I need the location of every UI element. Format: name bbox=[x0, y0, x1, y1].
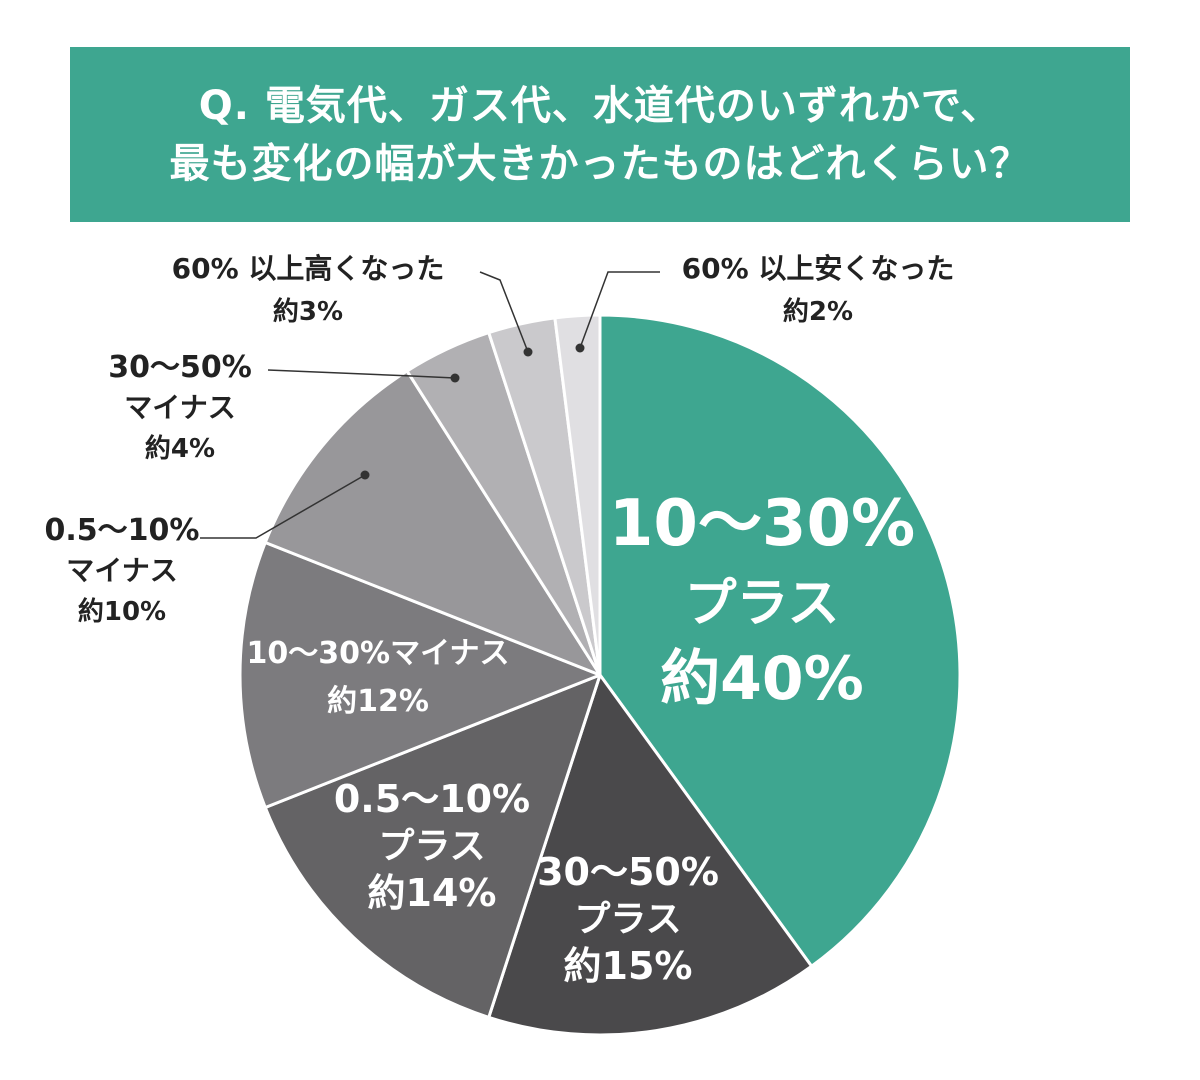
slice-label-2-line-1: 30～50% bbox=[537, 850, 719, 894]
slice-label-3-line-1: 0.5～10% bbox=[334, 777, 530, 821]
leader-line-7 bbox=[479, 271, 529, 353]
leader-line-8 bbox=[579, 271, 660, 349]
slice-label-2-line-2: プラス bbox=[574, 899, 681, 940]
leader-dot-8 bbox=[575, 343, 585, 353]
chart-title-line-2: 最も変化の幅が大きかったものはどれくらい？ bbox=[169, 140, 1031, 187]
slice-label-5-line-2: マイナス bbox=[66, 554, 177, 587]
pie-slice-3 bbox=[263, 673, 602, 1019]
chart-title-line-1: Q. 電気代、ガス代、水道代のいずれかで、 bbox=[198, 82, 1002, 129]
slice-label-6: 30～50% マイナス約4% bbox=[108, 350, 252, 464]
leader-dot-5 bbox=[360, 470, 370, 480]
slice-label-3-line-2: プラス bbox=[378, 826, 485, 867]
slice-label-6-line-1: 30～50% bbox=[108, 350, 252, 385]
slice-label-2-line-3: 約15% bbox=[564, 944, 693, 988]
leader-lines bbox=[200, 271, 660, 539]
pie-slice-4 bbox=[238, 540, 602, 810]
slice-label-8-line-2: 約2% bbox=[783, 296, 853, 327]
slice-label-1-line-1: 10～30% bbox=[609, 487, 915, 561]
slice-label-5-line-1: 0.5～10% bbox=[45, 513, 200, 548]
slice-label-1-line-3: 約40% bbox=[660, 644, 864, 714]
slice-label-1-line-2: プラス bbox=[685, 574, 840, 634]
slice-label-4-line-2: 約12% bbox=[327, 684, 429, 719]
slice-label-2: 30～50% プラス約15% bbox=[537, 850, 719, 988]
slice-labels: 10～30%プラス約40%30～50%プラス約15%0.5～10%プラス約14%… bbox=[45, 252, 955, 988]
pie-slices bbox=[238, 313, 962, 1037]
slice-label-5-line-3: 約10% bbox=[78, 596, 166, 627]
chart-title-box: Q. 電気代、ガス代、水道代のいずれかで、 最も変化の幅が大きかったものはどれく… bbox=[70, 47, 1130, 222]
slice-label-7-line-2: 約3% bbox=[273, 296, 343, 327]
pie-slice-1 bbox=[598, 313, 962, 968]
slice-label-7-line-1: 60% 以上高くなった bbox=[172, 252, 445, 285]
slice-label-3: 0.5～10% プラス約14% bbox=[334, 777, 530, 915]
slice-label-6-line-2: マイナス bbox=[124, 391, 235, 424]
pie-slice-5 bbox=[263, 369, 602, 677]
leader-dot-7 bbox=[523, 347, 533, 357]
leader-dot-6 bbox=[450, 373, 460, 383]
slice-label-3-line-3: 約14% bbox=[368, 871, 497, 915]
slice-label-1: 10～30% プラス約40% bbox=[609, 487, 915, 714]
slice-label-4: 10～30%マイナス約12% bbox=[247, 636, 510, 719]
slice-label-6-line-3: 約4% bbox=[145, 433, 215, 464]
slice-label-7: 60% 以上高くなった約3% bbox=[172, 252, 445, 327]
slice-label-4-line-1: 10～30%マイナス bbox=[247, 636, 510, 671]
pie-slice-2 bbox=[487, 673, 814, 1037]
slice-label-8: 60% 以上安くなった約2% bbox=[682, 252, 955, 327]
slice-label-5: 0.5～10% マイナス約10% bbox=[45, 513, 200, 627]
pie-slice-8 bbox=[553, 313, 602, 677]
leader-line-5 bbox=[200, 474, 366, 539]
leader-line-6 bbox=[267, 369, 456, 379]
slice-label-8-line-1: 60% 以上安くなった bbox=[682, 252, 955, 285]
